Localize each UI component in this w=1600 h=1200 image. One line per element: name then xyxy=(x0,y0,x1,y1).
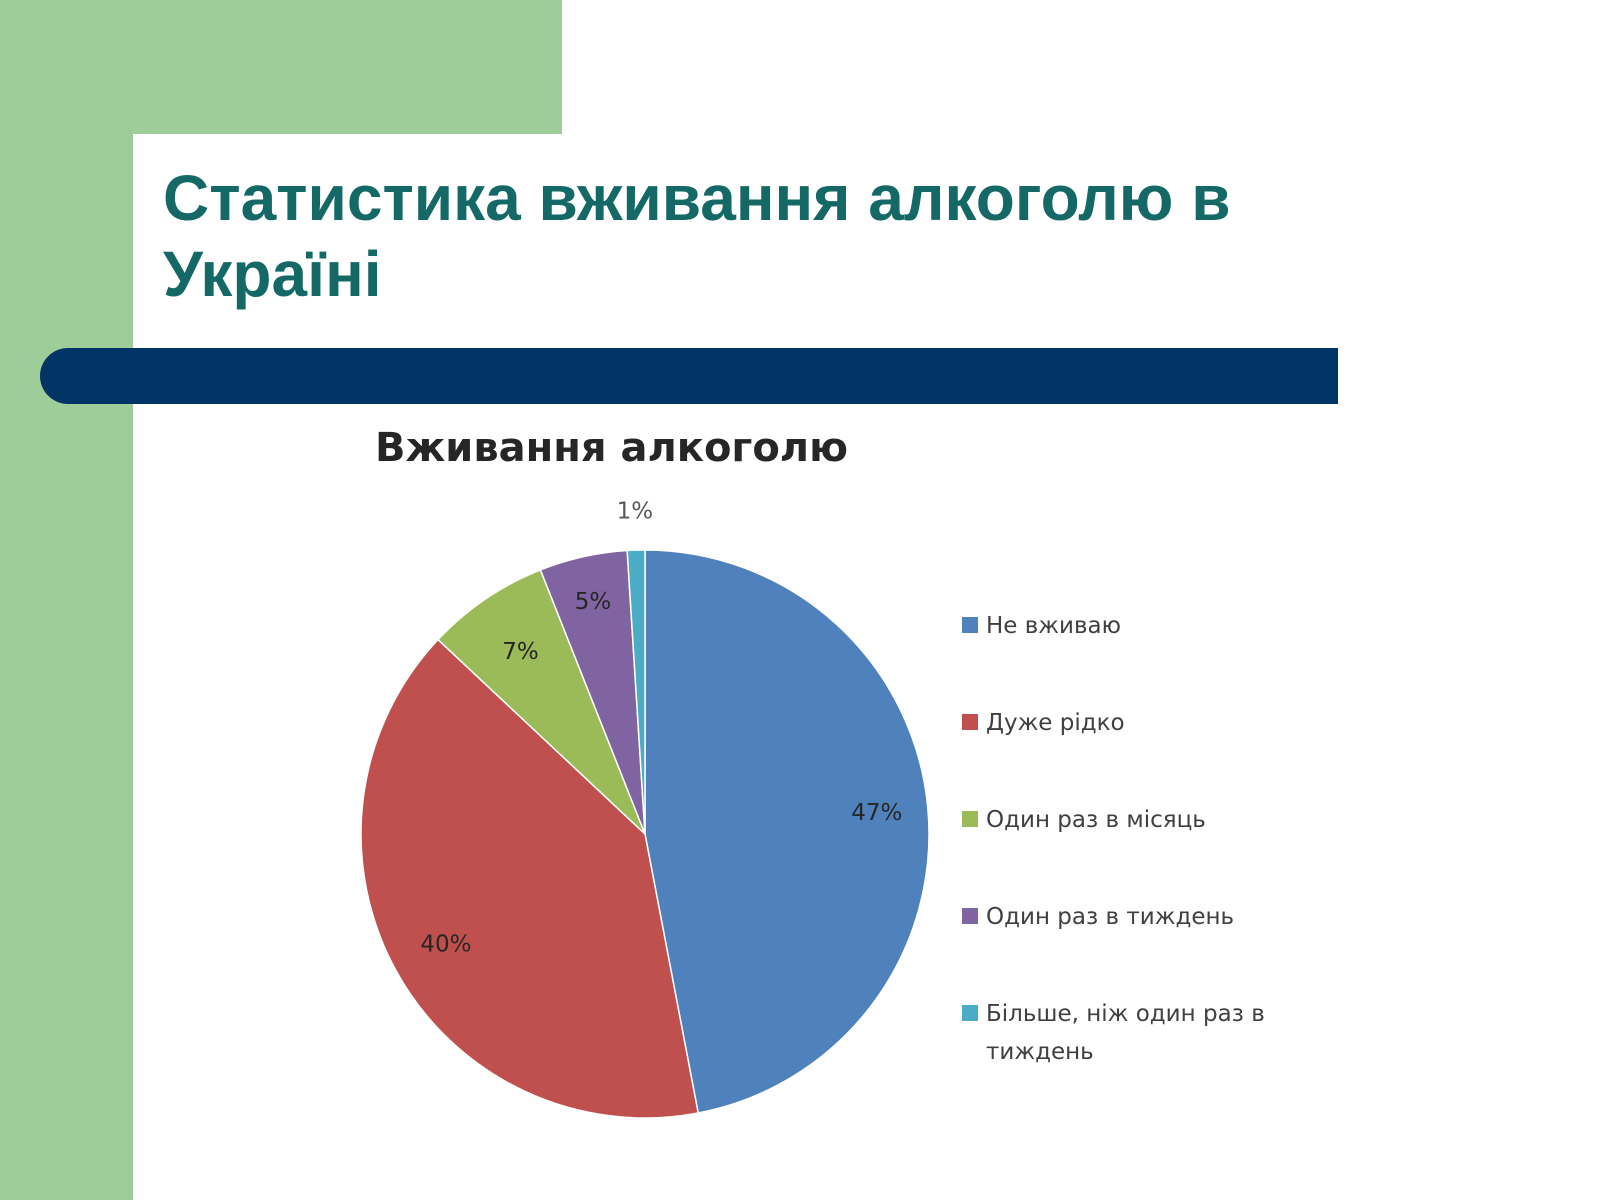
legend-label-1: Дуже рідко xyxy=(986,710,1125,736)
pie-label-1: 40% xyxy=(420,931,471,957)
pie-slice-4 xyxy=(626,549,646,835)
pie-slice-1 xyxy=(360,638,700,1119)
legend-label-0: Не вживаю xyxy=(986,613,1121,639)
legend-swatch-0 xyxy=(962,617,978,633)
legend-label-3: Один раз в тиждень xyxy=(986,904,1234,930)
legend-swatch-4 xyxy=(962,1005,978,1021)
chart-title: Вживання алкоголю xyxy=(375,425,848,471)
legend-label-4: Більше, ніж один раз в тиждень xyxy=(986,1001,1265,1065)
pie-slices xyxy=(360,549,930,1119)
legend-swatch-2 xyxy=(962,811,978,827)
pie-label-3: 5% xyxy=(575,589,612,615)
chart-legend: Не вживаю Дуже рідко Один раз в місяць Один… xyxy=(962,613,1265,1065)
green-panel-left xyxy=(0,0,133,1200)
title-divider-bar xyxy=(40,348,1338,404)
pie-data-labels: 47% 40% 7% 5% 1% xyxy=(420,498,902,957)
legend-label-2: Один раз в місяць xyxy=(986,807,1206,833)
pie-label-0: 47% xyxy=(851,800,902,826)
legend-swatch-3 xyxy=(962,908,978,924)
pie-slice-0 xyxy=(644,549,930,1114)
pie-label-4: 1% xyxy=(617,498,654,524)
slide-title: Статистика вживання алкоголю в Україні xyxy=(163,162,1231,310)
legend-swatch-1 xyxy=(962,714,978,730)
pie-slice-2 xyxy=(436,568,646,835)
pie-label-2: 7% xyxy=(502,639,539,665)
